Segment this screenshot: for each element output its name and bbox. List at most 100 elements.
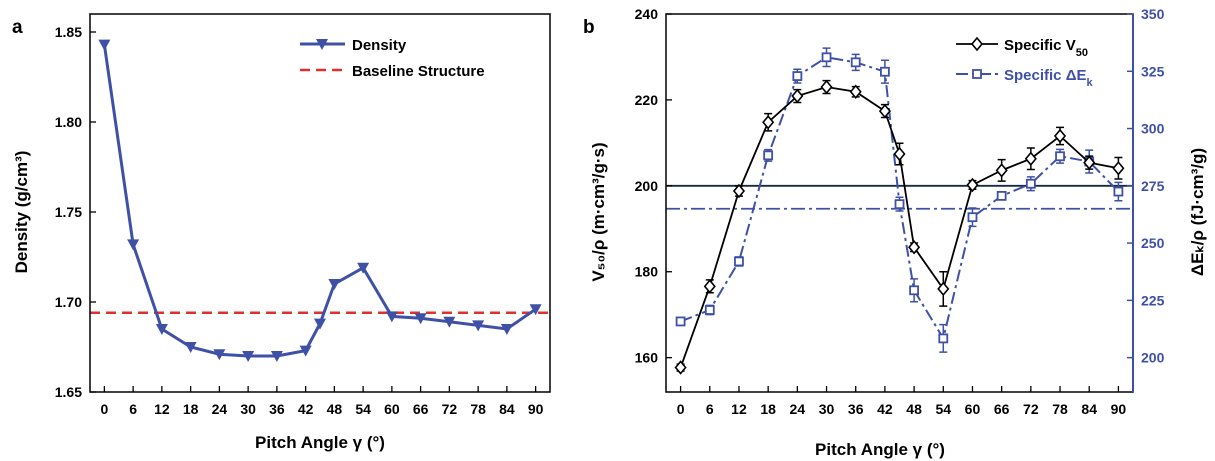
panel-a-x-ticks: 0 6 12 18 24 30 36 42 48 54 60 66 72 78 84 90 (100, 386, 544, 417)
panel-b-series-layer (674, 47, 1125, 375)
v50-point (1053, 128, 1067, 144)
v50-point (762, 114, 775, 130)
legend-baseline-label: Baseline Structure (352, 63, 485, 80)
panel-b-y-tick-label: 160 (635, 350, 659, 366)
panel-b-x-tick-label: 24 (790, 401, 806, 417)
panel-b-y2-ticks: 200 225 250 275 300 325 350 (1127, 6, 1165, 366)
panel-a-x-tick-label: 30 (240, 401, 256, 417)
legend-density-marker (316, 39, 328, 50)
panel-b-y-tick-label: 180 (635, 264, 659, 280)
density-point (242, 351, 255, 362)
panel-a-x-tick-label: 0 (100, 401, 108, 417)
v50-point (674, 360, 687, 375)
panel-b-y2-tick-label: 250 (1141, 235, 1165, 251)
legend-ek-marker (972, 69, 982, 79)
v50-point (1024, 151, 1037, 167)
panel-a-x-tick-label: 90 (528, 401, 544, 417)
ek-point (1025, 178, 1036, 189)
panel-b-y-tick-label: 240 (635, 6, 659, 22)
legend-v50-name: Specific V (1004, 37, 1076, 54)
panel-b-y2-tick-label: 350 (1141, 6, 1165, 22)
panel-b-y-axis-label: V₅₀/ρ (m·cm³/g·s) (589, 142, 608, 281)
density-point (299, 345, 312, 357)
panel-a-x-tick-label: 48 (327, 401, 343, 417)
panel-b-y-tick-label: 200 (635, 178, 659, 194)
panel-b-x-tick-label: 54 (935, 401, 951, 417)
ek-point (996, 190, 1007, 201)
panel-a-x-tick-label: 78 (470, 401, 486, 417)
panel-b-label: b (583, 17, 595, 38)
legend-v50-marker (970, 36, 984, 52)
legend-v50-subscript: 50 (1076, 47, 1088, 59)
ek-point (792, 71, 803, 81)
density-point (385, 311, 398, 323)
v50-point (820, 79, 833, 95)
panel-a-plot-frame (89, 13, 551, 393)
panel-b-y2-tick-label: 200 (1141, 350, 1165, 366)
panel-a-x-tick-label: 66 (413, 401, 429, 417)
density-point (357, 262, 370, 274)
panel-b-x-tick-label: 42 (877, 401, 893, 417)
panel-a-series-layer (98, 39, 542, 362)
panel-a-x-tick-label: 84 (499, 401, 515, 417)
ek-point (850, 57, 861, 68)
panel-a-y-tick-label: 1.80 (55, 114, 82, 130)
density-point (98, 39, 111, 51)
legend-ek-subscript: k (1086, 77, 1093, 89)
panel-b-x-tick-label: 0 (677, 401, 685, 417)
ek-point (1055, 151, 1065, 162)
density-point (328, 279, 341, 290)
ek-point (1113, 186, 1124, 197)
density-point (127, 239, 140, 251)
panel-b-x-tick-label: 84 (1081, 401, 1097, 417)
v50-point (995, 163, 1008, 178)
ek-point (880, 66, 890, 77)
panel-b-x-tick-label: 78 (1052, 401, 1068, 417)
panel-a-y-ticks: 1.65 1.70 1.75 1.80 1.85 (55, 24, 96, 400)
panel-b-x-tick-label: 66 (994, 401, 1010, 417)
panel-b-y2-tick-label: 300 (1141, 121, 1165, 137)
ek-point (675, 316, 686, 327)
panel-b-x-tick-label: 12 (731, 401, 747, 417)
panel-a-x-tick-label: 72 (442, 401, 458, 417)
panel-b-y-ticks: 160 180 200 220 240 (635, 6, 672, 366)
panel-b-x-tick-label: 36 (848, 401, 864, 417)
density-point (270, 351, 283, 362)
v50-point (849, 84, 862, 99)
panel-a-x-tick-label: 60 (384, 401, 400, 417)
panel-a-x-tick-label: 54 (355, 401, 371, 417)
panel-a-legend: Density Baseline Structure (300, 37, 485, 80)
v50-series-line (679, 86, 1119, 368)
panel-b-x-tick-label: 60 (965, 401, 981, 417)
ek-point (821, 52, 832, 63)
ek-point (734, 256, 744, 267)
density-point (414, 313, 427, 325)
ek-point (938, 333, 949, 344)
panel-b-x-tick-label: 72 (1023, 401, 1039, 417)
density-point (443, 316, 456, 328)
panel-b: b 0 6 12 18 24 30 36 42 48 54 60 66 72 78 84 90 160 180 2… (583, 6, 1207, 459)
panel-b-legend: Specific V50 Specific ΔEk (956, 36, 1093, 89)
panel-b-x-tick-label: 18 (760, 401, 776, 417)
density-series-line (102, 44, 537, 358)
panel-a-label: a (12, 17, 23, 38)
density-point (529, 304, 542, 316)
panel-b-x-tick-label: 90 (1111, 401, 1127, 417)
panel-a-y-tick-label: 1.85 (55, 24, 82, 40)
v50-point (703, 279, 716, 294)
legend-density-label: Density (352, 37, 407, 54)
ek-point (909, 285, 919, 296)
v50-point (791, 88, 804, 104)
v50-point (893, 146, 906, 162)
panel-b-x-tick-label: 6 (706, 401, 714, 417)
panel-a-y-tick-label: 1.75 (55, 204, 82, 220)
v50-point (878, 103, 891, 119)
panel-a-x-tick-label: 6 (129, 401, 137, 417)
panel-b-x-ticks: 0 6 12 18 24 30 36 42 48 54 60 66 72 78 84 90 (677, 386, 1127, 417)
v50-point (908, 239, 921, 255)
panel-b-x-axis-label: Pitch Angle γ (°) (815, 440, 945, 459)
panel-b-y2-tick-label: 325 (1141, 63, 1165, 79)
legend-ek-name: Specific ΔE (1004, 67, 1086, 84)
panel-a-y-tick-label: 1.65 (55, 384, 82, 400)
